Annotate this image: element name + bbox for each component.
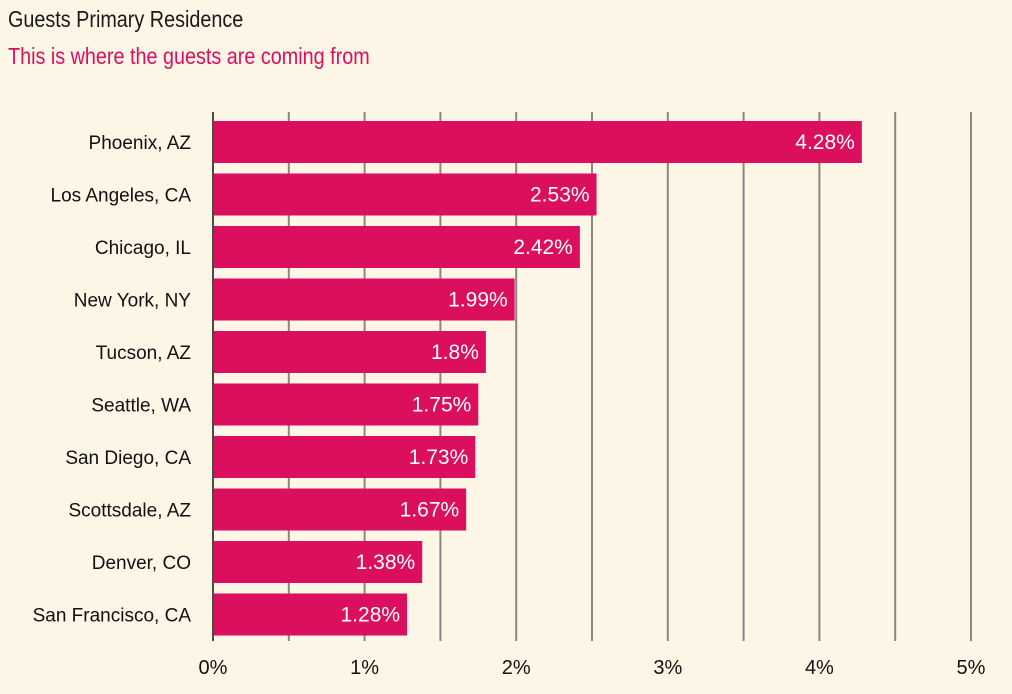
category-label: Seattle, WA <box>91 396 191 417</box>
bars: 4.28% 2.53% 2.42% 1.99% 1.8% 1.75% 1.73% 1.67% 1… <box>214 121 862 636</box>
x-tick-label: 0% <box>199 657 228 679</box>
x-axis-ticks: 0% 1% 2% 3% 4% 5% <box>199 657 986 679</box>
x-tick-label: 5% <box>957 657 986 679</box>
bar <box>214 488 467 531</box>
x-tick-label: 1% <box>350 657 379 679</box>
category-label: New York, NY <box>74 291 192 312</box>
chart-subtitle: This is where the guests are coming from <box>8 43 370 69</box>
x-tick-label: 4% <box>805 657 834 679</box>
category-label: Tucson, AZ <box>96 343 192 364</box>
bar-value-label: 1.73% <box>409 446 469 469</box>
bar-value-label: 1.75% <box>412 394 472 417</box>
category-labels: Phoenix, AZ Los Angeles, CA Chicago, IL New… <box>33 133 192 627</box>
bar <box>214 121 862 163</box>
category-label: Denver, CO <box>92 553 191 574</box>
chart-title: Guests Primary Residence <box>8 6 244 32</box>
category-label: Chicago, IL <box>95 238 191 259</box>
bar-value-label: 2.42% <box>513 236 573 259</box>
category-label: Scottsdale, AZ <box>68 501 191 522</box>
bar-value-label: 1.67% <box>400 499 460 522</box>
bar <box>214 593 408 636</box>
x-tick-label: 2% <box>502 657 531 679</box>
category-label: San Diego, CA <box>65 448 191 469</box>
bar-value-label: 2.53% <box>530 184 590 207</box>
category-label: Phoenix, AZ <box>89 133 192 154</box>
bar <box>214 383 479 426</box>
bar-value-label: 1.8% <box>431 341 479 364</box>
bar <box>214 331 486 373</box>
bar <box>214 541 423 583</box>
bar <box>214 436 476 478</box>
bar-value-label: 1.99% <box>448 289 508 312</box>
bar-value-label: 1.38% <box>356 551 416 574</box>
x-tick-label: 3% <box>653 657 682 679</box>
bar-value-label: 4.28% <box>795 131 855 154</box>
category-label: San Francisco, CA <box>33 606 192 627</box>
bar <box>214 226 580 268</box>
bar <box>214 173 597 216</box>
bar-value-label: 1.28% <box>341 604 401 627</box>
category-label: Los Angeles, CA <box>51 186 192 207</box>
bar <box>214 278 515 321</box>
